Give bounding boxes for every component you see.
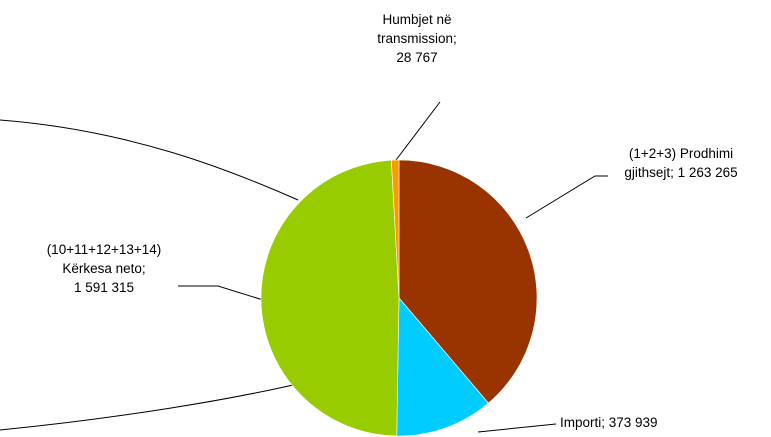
slice-label-humbjet-line-1: Humbjet në — [382, 12, 452, 27]
leader-lines — [0, 101, 608, 433]
slice-label-humbjet: Humbjet në transmission; 28 767 — [362, 10, 472, 67]
leader-line-kerkesa-neto — [178, 285, 264, 301]
pie-slices — [260, 159, 538, 437]
slice-label-importi-line-1: Importi; 373 939 — [560, 415, 658, 430]
slice-label-kerkesa-neto-line-3: 1 591 315 — [73, 280, 135, 295]
leader-line-upper-curve — [0, 119, 299, 201]
pie-slice-importi — [396, 297, 489, 437]
leader-line-importi — [477, 423, 557, 433]
slice-label-kerkesa-neto: (10+11+12+13+14) Kërkesa neto; 1 591 315 — [18, 240, 190, 297]
slice-label-importi: Importi; 373 939 — [560, 413, 720, 432]
leader-line-lower-curve — [0, 381, 307, 431]
slice-label-prodhimi: (1+2+3) Prodhimi gjithsejt; 1 263 265 — [596, 144, 766, 182]
leader-line-prodhimi — [525, 175, 608, 219]
slice-label-prodhimi-line-1: (1+2+3) Prodhimi — [628, 146, 734, 161]
slice-label-humbjet-line-2: transmission; — [377, 31, 457, 46]
slice-label-prodhimi-line-2: gjithsejt; 1 263 265 — [624, 165, 738, 180]
slice-label-kerkesa-neto-line-1: (10+11+12+13+14) — [46, 242, 162, 257]
pie-slice-prodhimi — [398, 159, 538, 404]
slice-label-humbjet-line-3: 28 767 — [396, 50, 438, 65]
pie-slice-kerkesa-neto — [260, 159, 400, 437]
leader-line-humbjet — [395, 101, 441, 161]
slice-label-kerkesa-neto-line-2: Kërkesa neto; — [62, 261, 146, 276]
pie-slice-humbjet — [391, 159, 400, 299]
